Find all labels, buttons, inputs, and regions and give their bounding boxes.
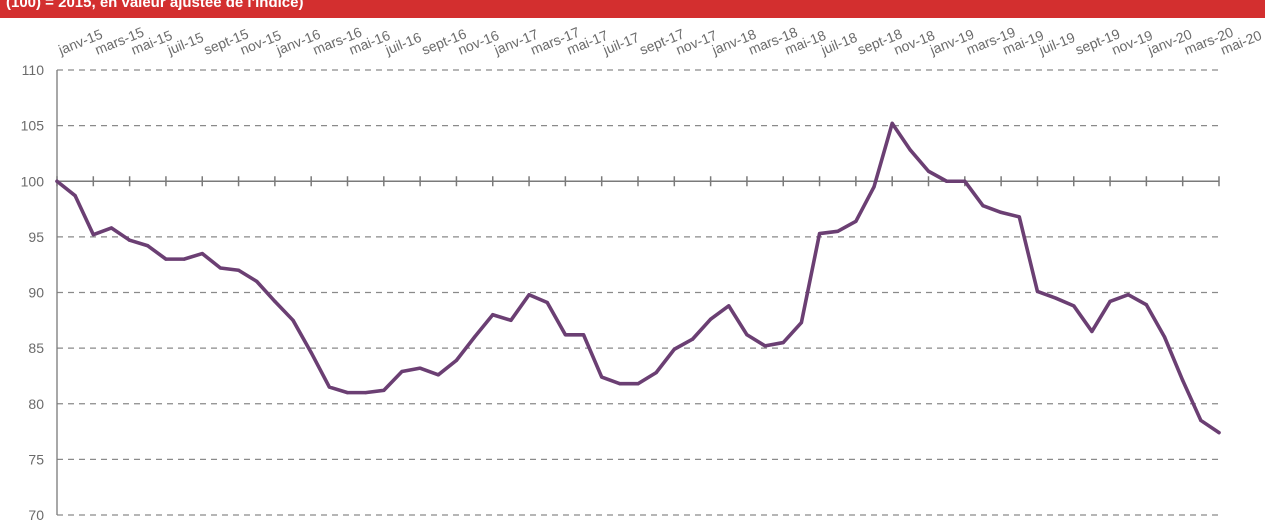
data-point [999,210,1003,214]
data-point [73,194,77,198]
data-point [291,318,295,322]
data-point [963,179,967,183]
y-tick-labels: 70 75 80 85 90 95 100 105 110 [21,62,45,520]
axis-layer [56,70,1220,515]
data-point [218,266,223,270]
data-point [636,382,640,386]
data-point [727,304,731,308]
data-point [981,204,985,208]
data-point [1035,289,1040,293]
data-point [1217,431,1221,435]
data-point [545,300,549,305]
series-layer [55,121,1221,435]
y-tick-label: 100 [21,173,45,189]
data-point [854,219,858,223]
data-point [672,347,676,351]
data-point [1199,418,1203,423]
data-point [1108,299,1112,303]
data-point [908,148,912,152]
y-tick-label: 105 [21,118,45,134]
data-point [763,344,767,348]
data-point [109,226,114,230]
data-point [563,333,567,337]
data-point [945,179,949,183]
data-point [436,373,440,377]
data-point [872,185,876,189]
data-point [146,244,150,248]
data-point [600,375,604,379]
data-point [1090,329,1094,334]
data-point [200,251,204,256]
data-point [273,299,277,303]
data-point [690,337,695,341]
data-point [55,179,59,183]
y-tick-label: 75 [28,451,44,467]
data-point [890,121,894,125]
data-point [418,366,422,370]
data-point [164,257,168,261]
y-tick-label: 85 [28,340,44,356]
y-tick-label: 70 [28,507,44,520]
data-point [382,388,386,392]
data-point [91,233,95,237]
data-point [472,335,477,339]
x-tick-labels: janv-15mars-15mai-15juil-15sept-15nov-15… [55,24,1264,59]
data-point [1017,215,1021,219]
top-banner: (100) = 2015, en valeur ajustée de l'ind… [0,0,1265,18]
data-point [781,340,785,345]
data-point [509,318,513,322]
data-point [527,293,531,297]
data-point [799,320,804,325]
data-point [745,333,749,337]
data-point [1126,293,1130,297]
data-point [1144,303,1148,307]
data-point [1181,378,1185,382]
data-point [1072,304,1076,308]
data-point [817,231,822,236]
y-tick-label: 110 [22,62,45,78]
y-tick-label: 90 [28,285,44,301]
series-line [55,121,1221,435]
data-point [128,238,132,242]
data-point [836,229,840,233]
data-point [345,391,350,395]
data-point [364,391,368,395]
data-point [255,279,259,283]
data-point [182,257,186,261]
data-point [618,382,622,386]
data-point [709,317,713,321]
data-point [581,333,586,337]
y-tick-label: 95 [28,229,44,245]
data-point [309,350,313,355]
data-point [654,371,658,375]
data-point [454,358,459,362]
data-point [491,313,495,317]
banner-text: (100) = 2015, en valeur ajustée de l'ind… [6,0,304,11]
data-point [1162,335,1167,339]
data-point [400,369,404,374]
data-point [926,169,931,173]
data-point [236,268,241,272]
data-point [327,385,331,389]
y-tick-label: 80 [28,396,44,412]
data-point [1053,296,1058,300]
